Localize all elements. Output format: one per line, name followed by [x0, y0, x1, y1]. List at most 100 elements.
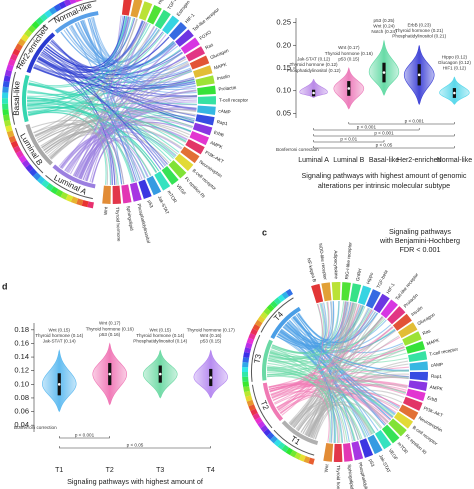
annotation: Thyroid hormone (0.21): [395, 28, 443, 33]
pathway-label: ErbB: [427, 395, 438, 403]
group-arc: [281, 420, 319, 446]
pathway-arc: [192, 122, 213, 136]
pathway-arc: [409, 361, 428, 371]
pathway-label: Hippo: [365, 271, 374, 284]
median: [57, 383, 61, 386]
pathway-arc: [154, 171, 171, 191]
pathway-arc: [175, 29, 194, 47]
ribbon: [68, 56, 186, 174]
ring-segment: [8, 135, 17, 143]
pathway-label: Wnt: [103, 206, 108, 215]
ring-segment: [12, 48, 21, 57]
ring-segment: [250, 408, 258, 416]
ring-segment: [25, 164, 34, 173]
ring-segment: [2, 80, 10, 88]
ring-segment: [252, 412, 261, 420]
p-value: p < 0.05: [127, 443, 144, 448]
category-label: Normal-like: [437, 157, 473, 164]
pathway-label: FOXO: [198, 29, 212, 41]
pathway-label: Phosphatidylinositol: [136, 203, 151, 244]
ring-segment: [4, 119, 12, 127]
y-tick-label: 0.18: [14, 325, 29, 334]
ribbon: [33, 67, 196, 89]
pathway-label: Ras: [422, 328, 432, 336]
pathway-label: Thyroid hormone: [336, 465, 341, 489]
pathway-arc: [406, 388, 426, 402]
annotation: p53 (0.15): [338, 56, 359, 61]
pathway-label: cAMP: [431, 362, 444, 368]
median: [453, 91, 456, 95]
ring-segment: [245, 395, 253, 402]
pathway-label: Insulin: [216, 73, 230, 81]
ring-segment: [263, 428, 272, 437]
ribbon: [268, 326, 394, 388]
pathway-label: mTOR: [166, 190, 178, 205]
annotation: Phosphatidylinositol (0.14): [133, 339, 187, 344]
ring-segment: [15, 150, 24, 159]
panel-label: d: [2, 281, 8, 291]
ring-segment: [55, 189, 64, 198]
ribbon: [267, 369, 343, 443]
ring-segment: [260, 311, 269, 320]
ribbon: [278, 384, 407, 412]
ribbon: [28, 22, 149, 88]
group-label: Basal-like: [12, 80, 22, 115]
ring-segment: [39, 13, 48, 22]
pathway-arc: [189, 55, 210, 70]
violin: [299, 78, 328, 98]
ribbon: [26, 100, 195, 123]
annotation: Thyroid hormone (0.14): [35, 333, 83, 338]
pathway-arc: [331, 282, 341, 301]
pathway-arc: [381, 424, 400, 444]
annotation: Wnt (0.16): [200, 333, 222, 338]
pathway-arc: [358, 285, 372, 306]
pathway-label: GnRH: [355, 268, 363, 282]
ring-segment: [242, 366, 249, 372]
ring-segment: [294, 452, 302, 460]
group-label: T2: [259, 399, 271, 412]
pathway-label: Ras: [204, 42, 214, 51]
ring-segment: [252, 324, 261, 332]
ribbon: [89, 17, 166, 167]
pathway-arc: [197, 85, 216, 96]
ribbon: [43, 131, 125, 185]
pathway-arc: [197, 105, 216, 116]
pathway-label: PI3K-AKT: [423, 406, 444, 419]
p-value: p < 0.001: [374, 131, 394, 136]
correction-note: Bonferroni correction: [276, 147, 319, 152]
pathway-label: T-cell receptor: [429, 346, 459, 356]
pathway-arc: [185, 138, 205, 155]
y-tick-label: 0.06: [14, 407, 29, 416]
pathway-arc: [162, 15, 180, 35]
ring-segment: [17, 38, 26, 47]
ring-segment: [5, 125, 13, 133]
ring-segment: [6, 130, 15, 138]
ribbon: [269, 366, 409, 392]
ring-segment: [250, 328, 258, 336]
ring-segment: [2, 86, 9, 93]
ring-segment: [298, 454, 306, 462]
ring-segment: [31, 20, 40, 30]
correction-note: Bonferroni correction: [14, 425, 57, 430]
ribbon: [34, 25, 155, 137]
group-arc: [262, 382, 284, 422]
ribbon: [283, 325, 409, 378]
ring-segment: [44, 9, 53, 19]
ribbon: [80, 90, 197, 180]
ring-segment: [242, 376, 249, 383]
pathway-arc: [180, 146, 200, 164]
ribbon: [69, 25, 135, 183]
pathway-arc: [402, 396, 423, 411]
category-label: Luminal B: [333, 157, 364, 164]
y-tick-label: 0.10: [276, 86, 291, 95]
ring-segment: [50, 186, 59, 195]
ribbon: [297, 312, 378, 344]
annotation: Wnt (0.17): [338, 45, 360, 50]
pathway-label: Sphingolipid: [347, 464, 355, 489]
pathway-label: NF-kappa B: [306, 258, 317, 283]
annotation: Thyroid hormone (0.17): [187, 327, 235, 332]
pathway-arc: [121, 184, 132, 204]
ribbon: [37, 119, 189, 143]
